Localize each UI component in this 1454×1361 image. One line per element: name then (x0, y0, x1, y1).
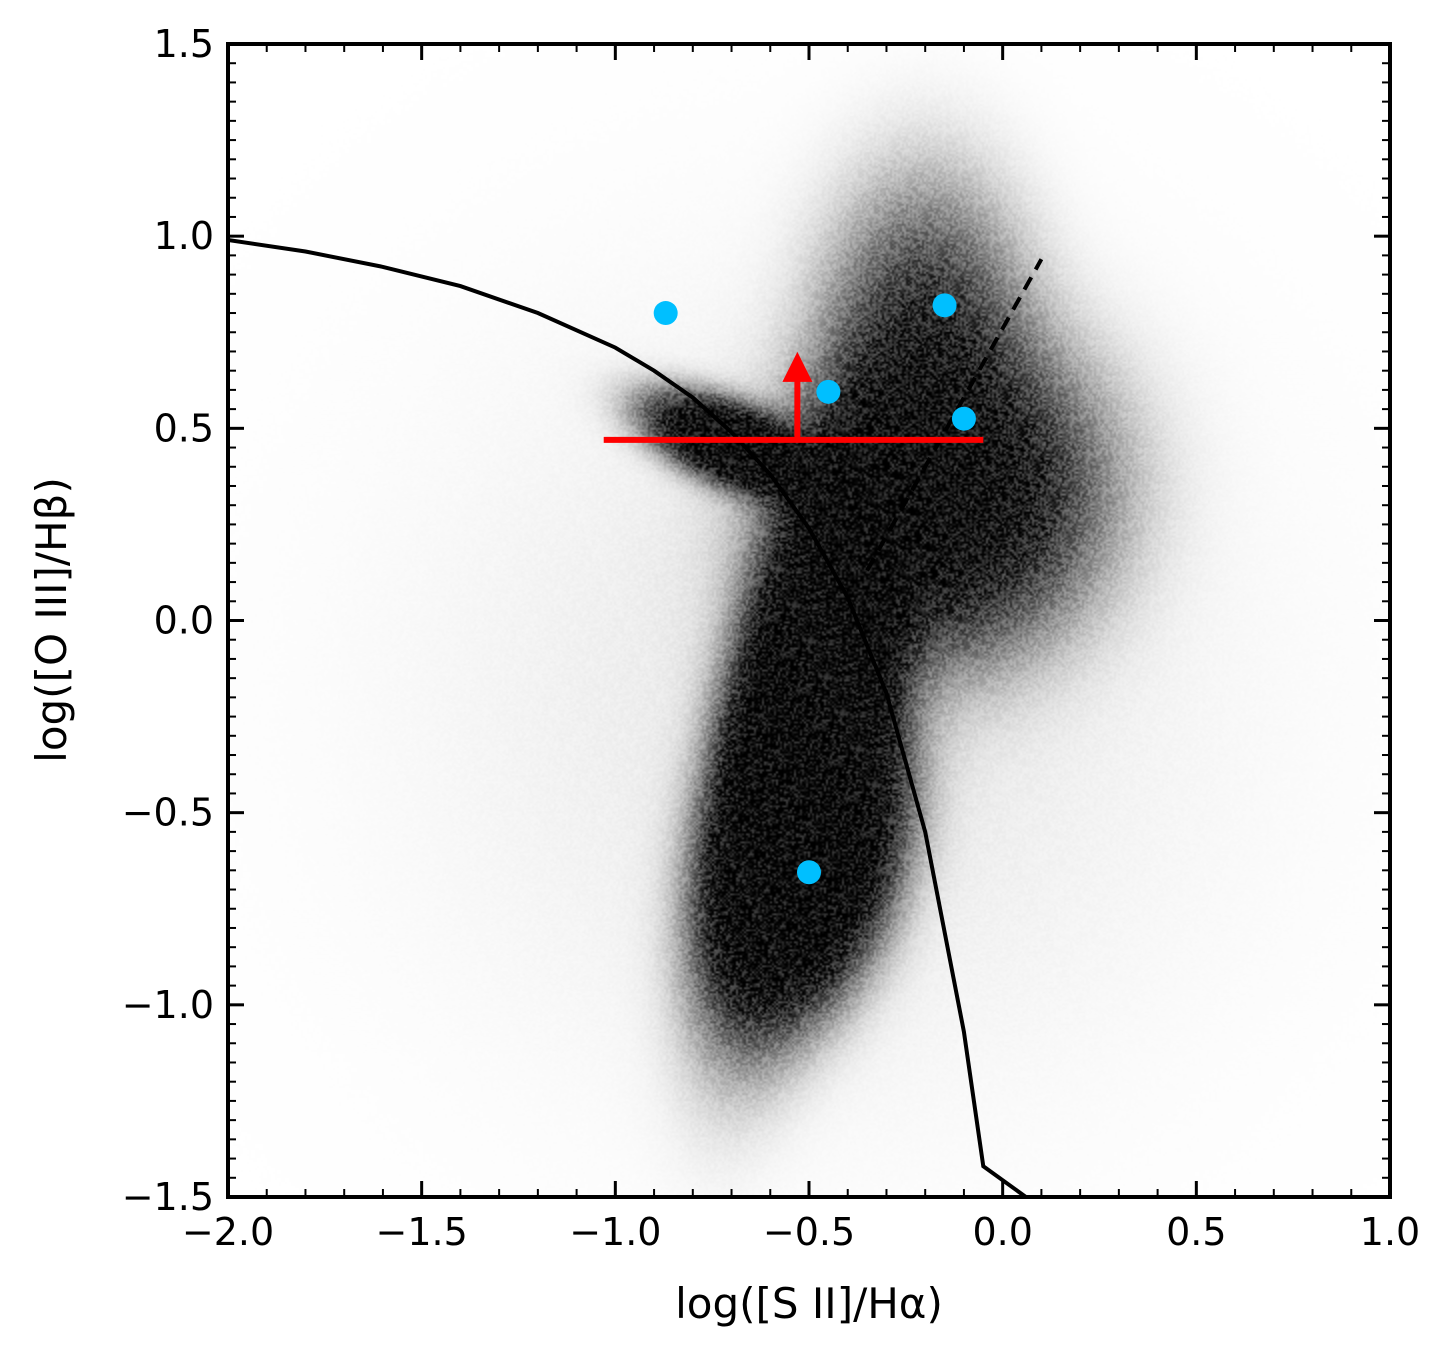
x-tick-label: −1.0 (569, 1210, 661, 1254)
x-tick-label: 0.0 (972, 1210, 1032, 1254)
data-point-1 (653, 301, 678, 326)
data-point-5 (797, 860, 821, 885)
data-point-3 (932, 293, 957, 318)
seyfert-liner-dashed-line (865, 258, 1044, 572)
y-tick-label: 1.5 (154, 22, 214, 66)
x-axis-title: log([S II]/Hα) (675, 1279, 943, 1328)
galaxy-density-cloud (228, 44, 1390, 1197)
data-point-4 (951, 406, 976, 431)
maximum-starburst-curve (228, 238, 1028, 1197)
x-tick-label: 1.0 (1360, 1210, 1420, 1254)
x-tick-label: 0.5 (1166, 1210, 1226, 1254)
y-tick-label: −0.5 (122, 791, 214, 835)
y-tick-label: 0.5 (154, 406, 214, 450)
x-tick-label: −1.5 (376, 1210, 468, 1254)
y-tick-label: −1.0 (122, 983, 214, 1027)
x-tick-label: −0.5 (763, 1210, 855, 1254)
data-point-2 (816, 379, 841, 404)
y-tick-label: 0.0 (154, 599, 214, 643)
y-axis-title: log([O III]/Hβ) (27, 477, 76, 763)
x-tick-label: −2.0 (182, 1210, 274, 1254)
y-tick-label: −1.5 (122, 1175, 214, 1219)
y-tick-label: 1.0 (154, 214, 214, 258)
